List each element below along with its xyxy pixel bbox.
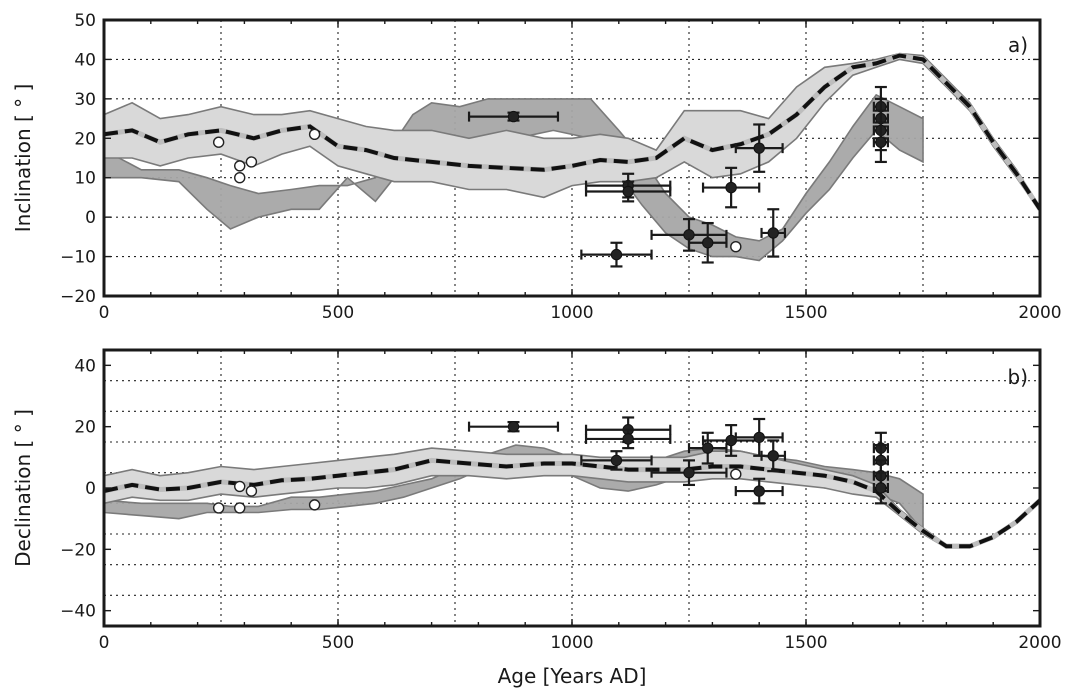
data-points	[212, 85, 890, 268]
data-point-filled	[467, 110, 560, 123]
y-axis-label: Inclination [ ° ]	[11, 84, 35, 233]
y-tick-label: 20	[74, 418, 96, 438]
x-tick-label: 500	[322, 633, 354, 653]
y-tick-label: 0	[85, 208, 96, 228]
data-point-filled	[467, 420, 560, 433]
filled-marker	[702, 237, 714, 249]
y-tick-label: −20	[60, 540, 96, 560]
data-point-filled	[580, 241, 653, 268]
data-point-filled	[760, 208, 787, 258]
data-point-filled	[760, 439, 787, 473]
filled-marker	[507, 110, 520, 123]
model-curve	[104, 458, 1040, 549]
x-tick-label: 2000	[1018, 633, 1061, 653]
data-point-filled	[584, 180, 672, 203]
x-tick-label: 2000	[1018, 303, 1061, 323]
x-axis-label: Age [Years AD]	[498, 664, 647, 688]
data-point-filled	[650, 459, 728, 487]
data-point-filled	[650, 218, 728, 252]
data-point-filled	[584, 428, 672, 450]
data-point-open	[308, 128, 321, 141]
data-point-filled	[734, 477, 784, 505]
y-tick-label: −10	[60, 248, 96, 268]
data-point-open	[245, 485, 258, 497]
data-point-filled	[580, 450, 653, 471]
data-point-open	[234, 172, 246, 184]
panel-label: b)	[1008, 365, 1029, 389]
data-point-open	[234, 502, 246, 514]
plot-area	[104, 52, 1040, 262]
axis-ticks: 0 500 1000 1500 2000 50 40 30 20 10 0 −10 −20	[60, 11, 1062, 323]
y-axis-label: Declination [ ° ]	[11, 409, 35, 567]
axis-ticks: 0 500 1000 1500 2000 40 20 0 −20 −40	[60, 350, 1062, 653]
filled-marker	[875, 136, 887, 148]
x-tick-label: 0	[99, 303, 110, 323]
filled-marker	[725, 181, 737, 194]
panel-a-inclination: 0 500 1000 1500 2000 50 40 30 20 10 0 −10 −20 Inclina…	[11, 11, 1062, 323]
data-point-open	[730, 468, 742, 480]
data-point-open	[212, 502, 225, 514]
filled-marker	[622, 433, 634, 445]
data-point-open	[212, 136, 225, 148]
data-point-filled	[872, 121, 890, 164]
x-tick-label: 1500	[784, 303, 827, 323]
filled-marker	[753, 485, 765, 497]
y-tick-label: 20	[74, 129, 96, 149]
filled-marker	[622, 185, 634, 198]
data-point-filled	[701, 166, 761, 209]
x-tick-label: 1000	[550, 633, 593, 653]
data-point-open	[245, 156, 258, 168]
filled-marker	[767, 450, 779, 462]
filled-marker	[610, 248, 623, 261]
filled-marker	[753, 431, 765, 444]
y-tick-label: −20	[60, 287, 96, 307]
data-point-filled	[734, 123, 784, 173]
data-point-open	[234, 160, 246, 172]
panel-label: a)	[1008, 33, 1028, 57]
x-tick-label: 0	[99, 633, 110, 653]
x-tick-label: 1500	[784, 633, 827, 653]
y-tick-label: 10	[74, 169, 96, 189]
data-points	[212, 416, 890, 514]
filled-marker	[875, 482, 887, 494]
y-tick-label: −40	[60, 602, 96, 622]
panel-b-declination: 0 500 1000 1500 2000 40 20 0 −20 −40 Declination […	[11, 348, 1062, 653]
data-point-filled	[872, 471, 890, 505]
filled-marker	[610, 454, 623, 467]
filled-marker	[767, 227, 779, 239]
x-tick-label: 500	[322, 303, 354, 323]
dark-uncertainty-band	[104, 93, 924, 262]
model-curve	[104, 53, 1040, 211]
data-point-filled	[734, 417, 784, 457]
y-tick-label: 50	[74, 11, 96, 31]
data-point-open	[730, 241, 742, 253]
filled-marker	[507, 420, 520, 433]
x-tick-label: 1000	[550, 303, 593, 323]
data-point-open	[308, 499, 321, 511]
data-point-open	[234, 480, 246, 493]
filled-marker	[702, 442, 714, 454]
light-uncertainty-band	[104, 52, 1040, 213]
filled-marker	[753, 142, 765, 154]
data-point-filled	[687, 221, 728, 264]
y-tick-label: 40	[74, 356, 96, 376]
filled-marker	[683, 466, 695, 479]
y-tick-label: 30	[74, 90, 96, 110]
plot-area	[104, 444, 1040, 549]
y-tick-label: 0	[85, 479, 96, 499]
y-tick-label: 40	[74, 50, 96, 70]
data-point-filled	[687, 431, 728, 465]
